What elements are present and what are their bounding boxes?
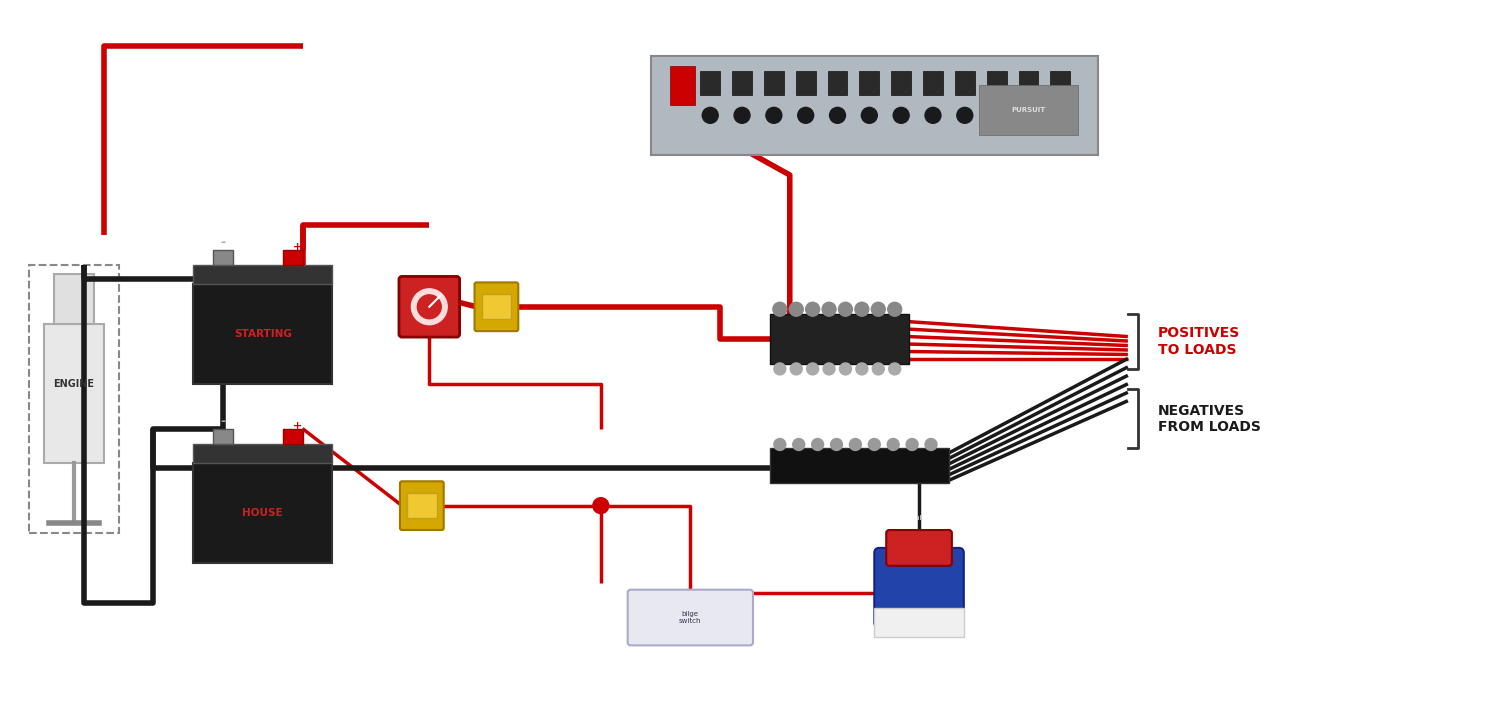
Bar [770,314,909,364]
Circle shape [855,302,868,316]
Bar [194,443,333,464]
Circle shape [798,108,813,123]
Bar [44,324,104,464]
Text: NEGATIVES
FROM LOADS: NEGATIVES FROM LOADS [1158,404,1260,434]
Bar [978,86,1078,135]
Bar [956,71,975,96]
Circle shape [411,289,447,325]
Circle shape [892,108,909,123]
Text: rule: rule [912,515,926,521]
Bar [194,265,333,285]
Circle shape [806,302,819,316]
Circle shape [766,108,782,123]
Bar [282,250,303,265]
Bar [213,428,232,443]
Bar [1050,71,1070,96]
FancyBboxPatch shape [886,530,952,566]
Bar [651,56,1098,155]
FancyBboxPatch shape [400,481,444,530]
Circle shape [790,363,802,375]
Bar [859,71,879,96]
FancyBboxPatch shape [627,590,753,646]
Circle shape [417,295,441,319]
Circle shape [868,438,880,450]
Circle shape [794,438,804,450]
Circle shape [926,438,938,450]
Bar [194,464,333,563]
Circle shape [789,302,802,316]
Text: STARTING: STARTING [234,329,291,339]
Circle shape [957,108,974,123]
Circle shape [812,438,824,450]
Bar [922,71,944,96]
Bar [732,71,752,96]
Bar [194,285,333,384]
Bar [482,295,512,319]
Text: +: + [292,241,302,251]
Bar [54,275,93,324]
Circle shape [1020,108,1036,123]
Circle shape [873,363,885,375]
Circle shape [839,302,852,316]
Circle shape [888,302,902,316]
Bar [282,428,303,443]
FancyBboxPatch shape [474,282,519,331]
Circle shape [1053,108,1068,123]
Circle shape [861,108,877,123]
Circle shape [988,108,1005,123]
Text: PURSUIT: PURSUIT [1011,108,1046,113]
Bar [764,71,784,96]
Text: bilge
switch: bilge switch [680,611,702,624]
Bar [795,71,816,96]
Bar [987,71,1006,96]
Circle shape [774,363,786,375]
Circle shape [840,363,852,375]
Bar [874,607,965,637]
Bar [1019,71,1038,96]
Text: POSITIVES
TO LOADS: POSITIVES TO LOADS [1158,326,1240,357]
Circle shape [734,108,750,123]
Bar [828,71,848,96]
Text: -: - [220,236,225,249]
FancyBboxPatch shape [399,276,459,337]
Bar [406,493,436,518]
Circle shape [824,363,836,375]
Circle shape [849,438,861,450]
Text: ENGINE: ENGINE [54,379,94,389]
Bar [891,71,910,96]
Circle shape [822,302,836,316]
Bar [213,250,232,265]
FancyBboxPatch shape [874,548,965,627]
Bar [670,66,696,105]
Circle shape [774,438,786,450]
Circle shape [926,108,940,123]
Circle shape [856,363,868,375]
Text: -: - [220,415,225,428]
Bar [700,71,720,96]
Circle shape [592,498,609,513]
Bar [770,448,950,484]
Circle shape [886,438,898,450]
Circle shape [830,108,846,123]
Circle shape [772,302,788,316]
Circle shape [831,438,843,450]
Circle shape [702,108,718,123]
Circle shape [888,363,900,375]
Circle shape [807,363,819,375]
Text: +: + [292,421,302,430]
Circle shape [871,302,885,316]
Text: HOUSE: HOUSE [243,508,284,518]
Circle shape [906,438,918,450]
